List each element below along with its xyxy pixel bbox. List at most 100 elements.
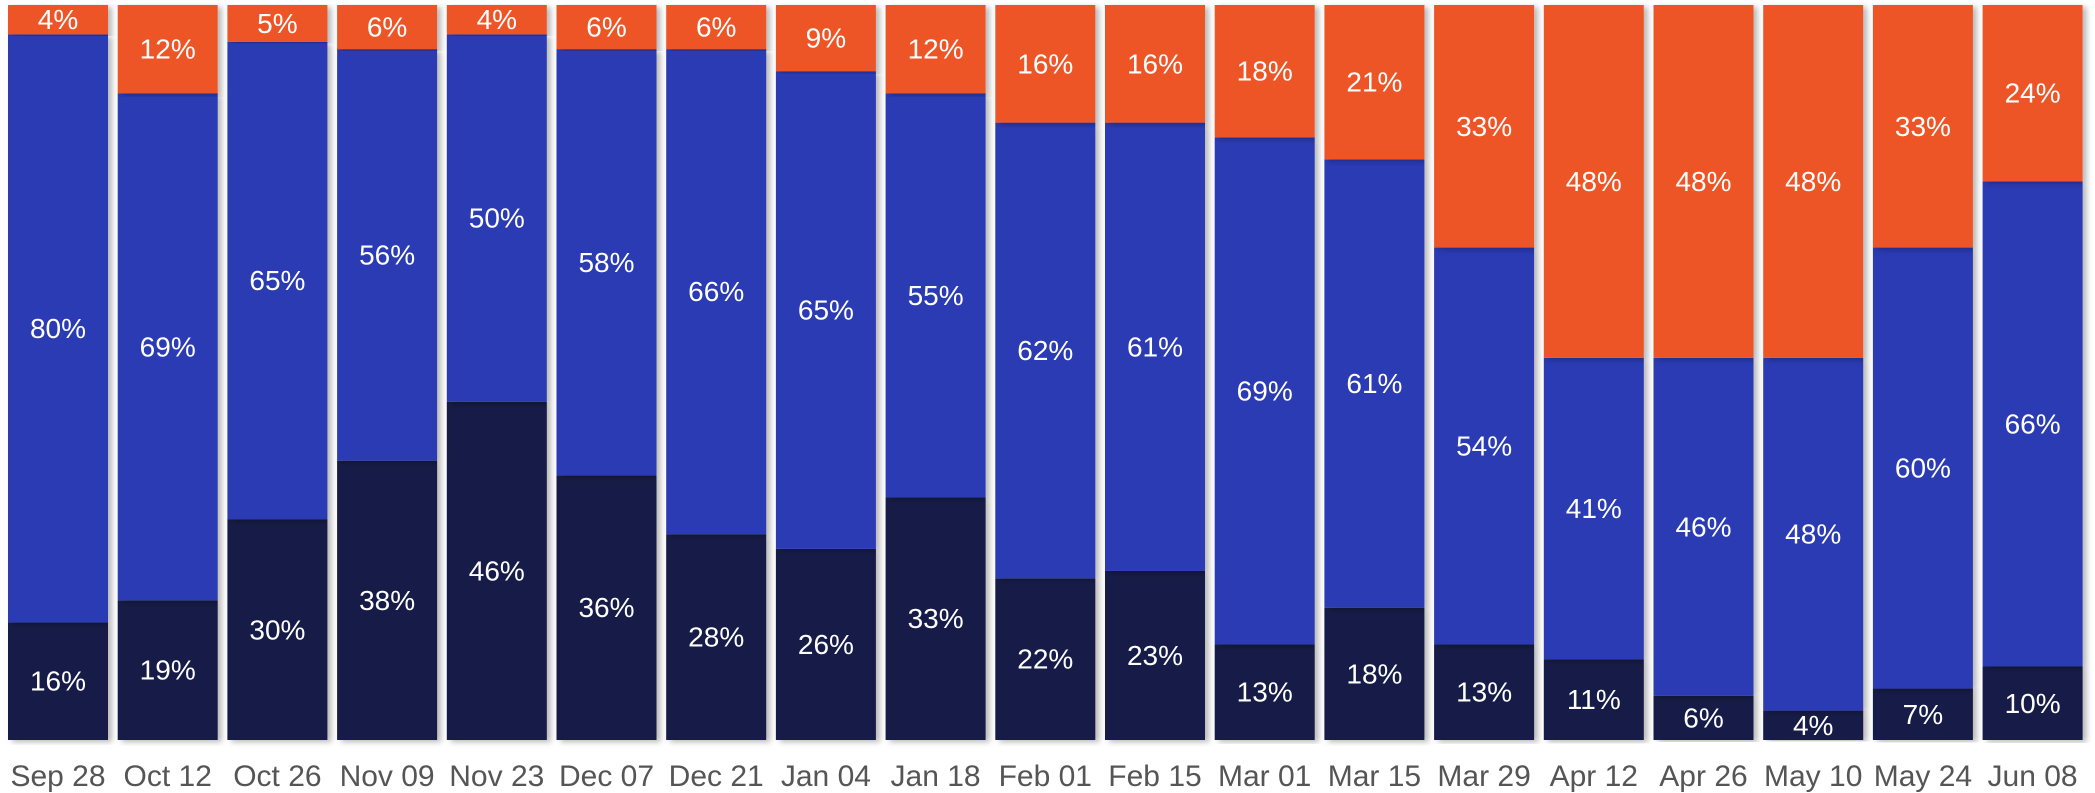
- segment-value-label: 55%: [908, 280, 964, 311]
- bar-segment-s2-dec-07: [556, 5, 657, 50]
- segment-value-label: 36%: [578, 592, 634, 623]
- x-tick-label: Mar 01: [1218, 760, 1311, 793]
- bar-segment-s0-dec-21: [666, 534, 767, 740]
- segment-value-label: 22%: [1017, 644, 1073, 675]
- bar-segment-s0-mar-01: [1214, 644, 1315, 740]
- bar-segment-s1-dec-07: [556, 49, 657, 476]
- segment-value-label: 6%: [586, 12, 626, 43]
- segment-value-label: 6%: [696, 12, 736, 43]
- bar-segment-s0-may-10: [1763, 710, 1864, 740]
- bar-segment-s2-jan-18: [885, 5, 986, 94]
- bars-group: [8, 5, 2083, 740]
- segment-value-label: 16%: [30, 666, 86, 697]
- bar-segment-s2-apr-12: [1543, 5, 1644, 358]
- segment-value-label: 48%: [1785, 166, 1841, 197]
- bar-segment-s0-may-24: [1872, 688, 1973, 740]
- bar-segment-s1-jun-08: [1982, 181, 2083, 667]
- segment-value-label: 33%: [908, 603, 964, 634]
- bar-segment-s2-mar-15: [1324, 5, 1425, 160]
- x-tick-label: Feb 15: [1108, 760, 1201, 793]
- bar-segment-s2-jan-04: [775, 5, 876, 72]
- bar-segment-s2-mar-29: [1434, 5, 1535, 248]
- segment-value-label: 65%: [249, 265, 305, 296]
- segment-value-label: 33%: [1895, 111, 1951, 142]
- segment-value-label: 18%: [1237, 56, 1293, 87]
- bar-segment-s2-oct-26: [227, 5, 328, 42]
- bar-segment-s2-oct-12: [117, 5, 218, 94]
- x-tick-label: Mar 15: [1328, 760, 1421, 793]
- x-tick-label: Oct 12: [124, 760, 212, 793]
- x-tick-label: May 24: [1874, 760, 1972, 793]
- segment-value-label: 48%: [1566, 166, 1622, 197]
- segment-value-label: 38%: [359, 585, 415, 616]
- x-tick-label: Apr 12: [1550, 760, 1638, 793]
- segment-value-label: 58%: [578, 247, 634, 278]
- segment-value-label: 12%: [908, 34, 964, 65]
- segment-value-label: 80%: [30, 313, 86, 344]
- segment-value-label: 62%: [1017, 335, 1073, 366]
- segment-value-label: 13%: [1237, 677, 1293, 708]
- x-tick-label: Dec 07: [559, 760, 654, 793]
- bar-segment-s0-jan-18: [885, 497, 986, 740]
- segment-value-label: 5%: [257, 8, 297, 39]
- segment-value-label: 30%: [249, 614, 305, 645]
- segment-value-label: 24%: [2005, 78, 2061, 109]
- segment-value-label: 54%: [1456, 431, 1512, 462]
- bar-segment-s2-jun-08: [1982, 5, 2083, 182]
- bar-segment-s0-jan-04: [775, 548, 876, 740]
- bar-segment-s1-mar-01: [1214, 137, 1315, 645]
- bar-segment-s0-nov-23: [446, 401, 547, 740]
- bar-segment-s1-may-24: [1872, 247, 1973, 689]
- x-axis: Sep 28 Oct 12 Oct 26 Nov 09 Nov 23 Dec 07 Dec …: [10, 760, 2077, 793]
- bar-segment-s1-may-10: [1763, 357, 1864, 711]
- bar-segment-s1-feb-15: [1105, 122, 1205, 571]
- segment-value-label: 9%: [806, 23, 846, 54]
- bar-segment-s2-feb-01: [995, 5, 1096, 123]
- bar-segment-s1-oct-26: [227, 41, 328, 520]
- bar-segment-s0-mar-29: [1434, 644, 1535, 740]
- bar-segment-s2-may-10: [1763, 5, 1864, 358]
- bar-segment-s2-nov-23: [446, 5, 547, 35]
- segment-value-label: 6%: [367, 12, 407, 43]
- segment-value-label: 7%: [1903, 699, 1943, 730]
- bar-segment-s0-jun-08: [1982, 666, 2083, 740]
- segment-value-label: 66%: [688, 276, 744, 307]
- x-tick-label: Apr 26: [1659, 760, 1747, 793]
- bar-segment-s0-feb-15: [1105, 570, 1205, 740]
- segment-value-label: 65%: [798, 295, 854, 326]
- bar-segment-s0-feb-01: [995, 578, 1096, 740]
- bar-segment-s0-dec-07: [556, 475, 657, 740]
- segment-value-label: 12%: [140, 34, 196, 65]
- segment-value-label: 16%: [1017, 48, 1073, 79]
- bar-segment-s0-apr-12: [1543, 659, 1644, 740]
- segment-labels-group: 16% 80% 4% 19% 69% 12% 30% 65% 5% 38% 56% 6% 46% 50% 4…: [30, 4, 2061, 741]
- bar-segment-s2-nov-09: [337, 5, 438, 50]
- segment-value-label: 23%: [1127, 640, 1183, 671]
- x-tick-label: Jan 18: [891, 760, 981, 793]
- segment-value-label: 4%: [477, 4, 517, 35]
- bar-segment-s1-nov-09: [337, 49, 438, 461]
- segment-value-label: 28%: [688, 622, 744, 653]
- bar-segment-s1-apr-12: [1543, 357, 1644, 660]
- bar-segment-s2-mar-01: [1214, 5, 1315, 138]
- x-tick-label: Sep 28: [10, 760, 105, 793]
- bar-segment-s0-nov-09: [337, 460, 438, 740]
- segment-value-label: 10%: [2005, 688, 2061, 719]
- bar-segment-s1-nov-23: [446, 34, 547, 402]
- bar-segment-s2-apr-26: [1653, 5, 1754, 358]
- bar-segment-s0-sep-28: [8, 622, 108, 740]
- segment-value-label: 41%: [1566, 493, 1622, 524]
- x-tick-label: Dec 21: [669, 760, 764, 793]
- segment-value-label: 61%: [1346, 368, 1402, 399]
- bar-segment-s0-apr-26: [1653, 695, 1754, 740]
- x-tick-label: Jan 04: [781, 760, 871, 793]
- x-tick-label: Oct 26: [233, 760, 321, 793]
- bar-segment-s1-feb-01: [995, 122, 1096, 579]
- bar-segment-s0-oct-12: [117, 600, 218, 740]
- segment-value-label: 46%: [1675, 511, 1731, 542]
- segment-value-label: 26%: [798, 629, 854, 660]
- bar-segment-s2-feb-15: [1105, 5, 1205, 123]
- segment-value-label: 50%: [469, 203, 525, 234]
- segment-value-label: 48%: [1785, 519, 1841, 550]
